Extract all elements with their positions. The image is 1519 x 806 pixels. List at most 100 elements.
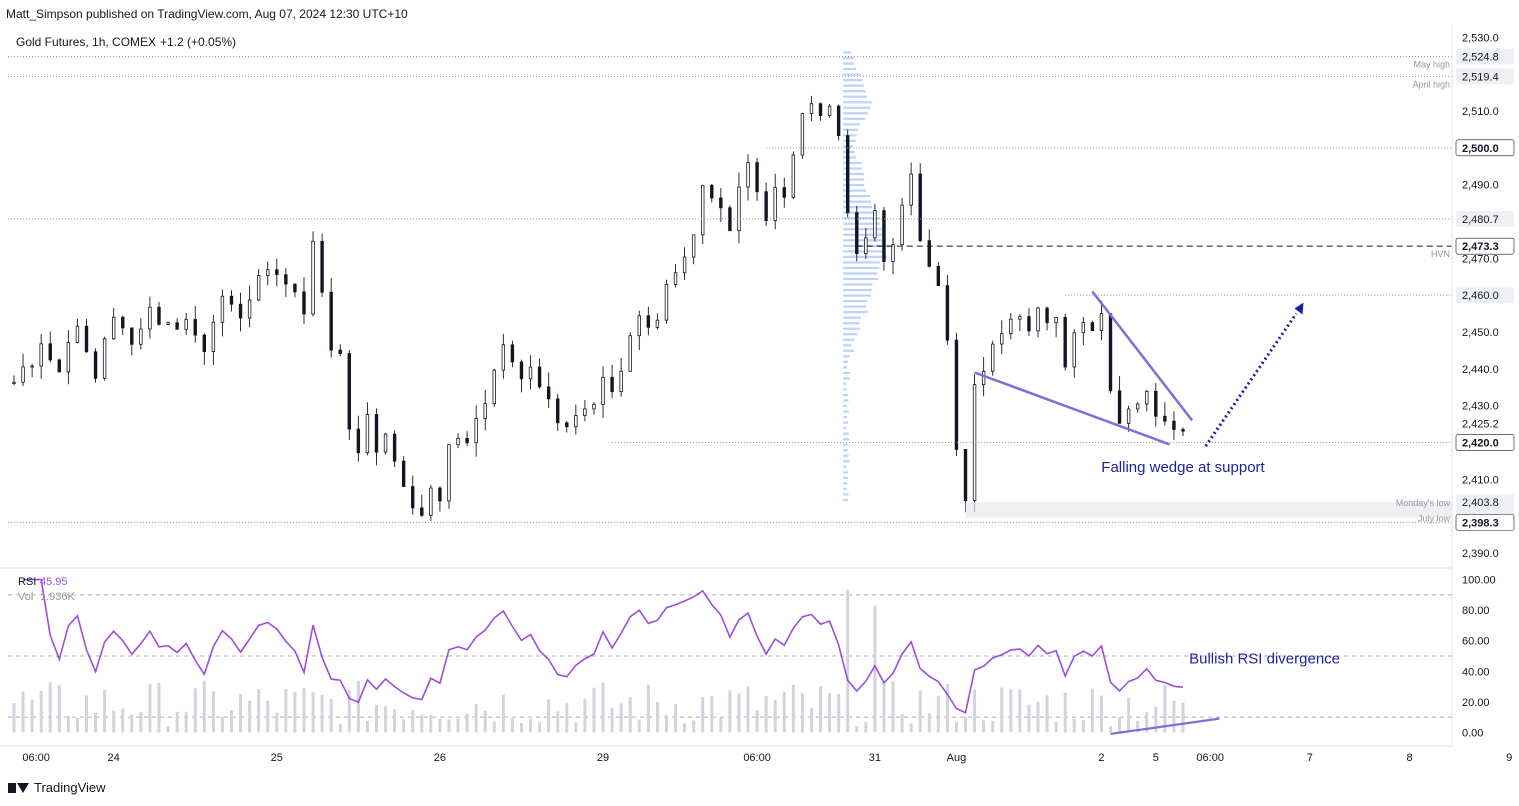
candle — [474, 405, 478, 457]
volume-bar — [465, 713, 469, 733]
volume-profile-bar — [843, 471, 849, 474]
candle — [229, 290, 234, 312]
volume-bar — [864, 721, 868, 733]
candle-up-body — [1072, 332, 1076, 368]
volume-bar — [30, 699, 34, 733]
price-level-tag-bg — [1456, 494, 1514, 511]
candle — [392, 430, 397, 468]
candle — [673, 264, 678, 288]
volume-bar — [782, 691, 786, 733]
price-tick-label: 2,470.0 — [1462, 253, 1499, 265]
candle — [855, 205, 859, 262]
candle-down-body — [1117, 390, 1122, 424]
candle — [438, 486, 442, 512]
candle-down-body — [121, 316, 125, 329]
rsi-divergence-line — [1110, 717, 1220, 735]
volume-bar — [819, 686, 823, 733]
candle-up-body — [574, 415, 578, 428]
candle — [211, 314, 216, 365]
volume-bar — [1054, 721, 1058, 733]
candle — [619, 358, 623, 397]
gold-futures-chart[interactable]: 2,530.0 2,510.0 2,490.0 2,470.0 2,450.0 2,440… — [0, 24, 1519, 774]
volume-bar — [764, 696, 768, 733]
volume-profile-bar — [843, 211, 878, 214]
volume-bar — [266, 700, 270, 733]
tradingview-brand[interactable]: TradingView — [8, 780, 106, 795]
volume-profile-bar — [843, 498, 849, 502]
volume-profile-bar — [843, 438, 850, 441]
candle — [30, 363, 34, 378]
candle-up-body — [139, 328, 143, 345]
candle-down-body — [275, 269, 279, 276]
candle — [256, 269, 261, 302]
candle-down-body — [818, 103, 823, 116]
volume-bar — [239, 694, 243, 733]
volume-bar — [882, 681, 886, 733]
wedge-annotation: Falling wedge at support — [1101, 459, 1265, 476]
price-level-tag-bg — [1455, 139, 1515, 157]
time-tick-label: 06:00 — [743, 752, 771, 764]
candle — [320, 233, 324, 297]
volume-bar — [411, 709, 415, 733]
candle — [266, 261, 270, 286]
volume-profile-bar — [843, 84, 864, 87]
volume-bar — [1127, 697, 1131, 733]
candle-up-body — [809, 103, 814, 114]
candle — [1000, 320, 1004, 355]
candle-up-body — [873, 210, 877, 239]
candle-down-body — [1090, 322, 1095, 332]
volume-bar — [1154, 706, 1158, 733]
price-level-label: 2,480.7 — [1462, 214, 1499, 226]
volume-bar — [701, 697, 705, 733]
candle-up-body — [601, 376, 605, 405]
candle — [21, 353, 25, 387]
candle-up-body — [664, 283, 669, 321]
volume-profile-bar — [843, 482, 848, 485]
candle — [383, 432, 388, 455]
volume-profile-bar — [843, 399, 849, 402]
volume-profile-bar — [843, 338, 855, 341]
candle — [1163, 402, 1167, 426]
volume-bar — [547, 699, 551, 733]
candle-down-body — [927, 240, 931, 267]
volume-bar — [121, 708, 125, 733]
candle-up-body — [800, 113, 805, 156]
candle — [1145, 389, 1149, 412]
candle-up-body — [1081, 322, 1086, 334]
candle-down-body — [338, 349, 342, 354]
candle — [184, 312, 188, 335]
candle-down-body — [1154, 390, 1158, 417]
candle-up-body — [211, 321, 216, 352]
candle-down-body — [936, 265, 941, 287]
volume-profile-bar — [843, 222, 880, 225]
price-level-label: 2,473.3 — [1462, 241, 1499, 253]
volume-profile-bar — [843, 443, 848, 446]
rsi-tick-label: 80.00 — [1462, 605, 1490, 617]
candle — [728, 205, 732, 232]
price-tick-label: 2,430.0 — [1462, 401, 1499, 413]
price-level-note: May high — [1413, 60, 1450, 70]
candle — [628, 332, 632, 372]
volume-profile-bar — [843, 67, 857, 71]
volume-bar — [565, 702, 569, 733]
volume-bar — [936, 695, 940, 733]
candle-up-body — [637, 315, 641, 337]
candle — [420, 494, 424, 517]
candle-up-body — [148, 306, 152, 330]
candle — [701, 184, 705, 244]
candle-up-body — [365, 414, 370, 454]
price-level-tag: 2,480.7 — [1456, 210, 1514, 227]
candle — [1172, 411, 1176, 440]
volume-bar — [1099, 695, 1103, 733]
price-level-tag: 2,519.4 — [1456, 68, 1514, 85]
volume-bar — [483, 710, 487, 733]
volume-bar — [275, 712, 279, 733]
price-tick-label: 2,410.0 — [1462, 474, 1499, 486]
candle — [401, 456, 406, 487]
candle — [909, 162, 913, 216]
volume-bar — [248, 700, 252, 733]
price-level-note: Monday's low — [1396, 498, 1451, 508]
candle — [891, 237, 895, 275]
time-tick-label: 29 — [597, 752, 609, 764]
candle-up-body — [1009, 318, 1013, 335]
